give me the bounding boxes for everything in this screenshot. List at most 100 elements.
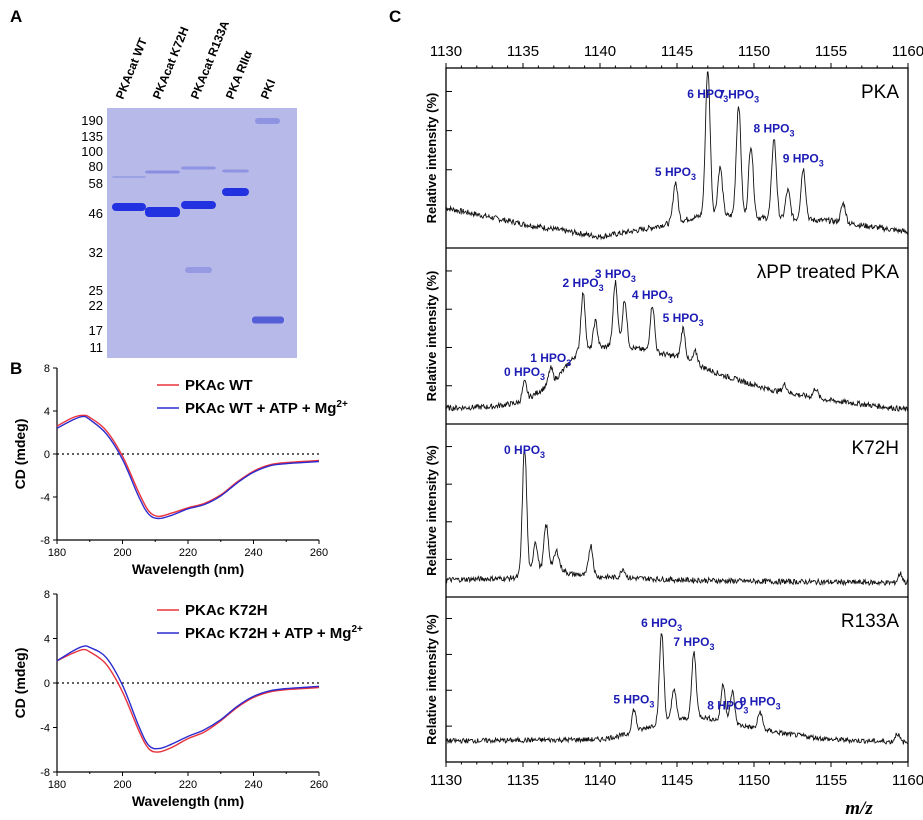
- ms-trace: [446, 634, 908, 745]
- gel-mw-label: 80: [89, 159, 103, 174]
- y-axis-title: Relative intensity (%): [424, 445, 439, 576]
- y-tick-label: -4: [40, 723, 50, 735]
- cd-series-line: [57, 646, 319, 749]
- x-tick-label-bottom: 1135: [507, 772, 539, 789]
- text-run: 1: [530, 351, 540, 365]
- legend-label: PKAc K72H: [185, 602, 268, 619]
- text-run: 8: [707, 699, 717, 713]
- x-tick-label-bottom: 1145: [661, 772, 693, 789]
- y-tick-label: 4: [44, 406, 50, 418]
- gel-mw-label: 32: [89, 245, 103, 260]
- text-run: HPO: [750, 695, 776, 709]
- peak-label: 0 HPO3: [504, 443, 545, 460]
- text-run: 0: [504, 443, 514, 457]
- x-tick-label-top: 1140: [584, 43, 616, 60]
- gel-lane-label: PKAcat WT: [113, 35, 150, 101]
- spectrum-name: λPP treated PKA: [757, 262, 900, 283]
- subscript: 3: [540, 372, 545, 382]
- gel-band: [181, 201, 216, 209]
- x-tick-label-top: 1135: [507, 43, 539, 60]
- spectrum-name: PKA: [861, 82, 899, 103]
- subscript: 3: [631, 274, 636, 284]
- superscript: 2+: [336, 399, 348, 410]
- x-tick-label: 220: [179, 779, 197, 791]
- legend-label: PKAc WT + ATP + Mg2+: [185, 399, 348, 417]
- gel-mw-label: 46: [89, 206, 103, 221]
- gel-mw-label: 11: [90, 340, 104, 355]
- gel-mw-label: 58: [89, 176, 103, 191]
- legend-label: PKAc K72H + ATP + Mg2+: [185, 624, 363, 642]
- gel-mw-label: 135: [81, 129, 103, 144]
- x-tick-label-top: 1155: [815, 43, 847, 60]
- subscript: 3: [540, 450, 545, 460]
- y-tick-label: 0: [44, 449, 50, 461]
- cd-series-line: [57, 416, 319, 518]
- x-tick-label: 260: [310, 779, 328, 791]
- x-tick-label: 200: [113, 779, 131, 791]
- gel-band-faint: [185, 267, 212, 273]
- subscript: 3: [754, 95, 759, 105]
- x-tick-label-bottom: 1150: [738, 772, 770, 789]
- text-run: HPO: [605, 267, 631, 281]
- x-tick-label-bottom: 1130: [430, 772, 462, 789]
- peak-label: 4 HPO3: [632, 288, 673, 305]
- text-run: 5: [663, 311, 673, 325]
- spectrum-name: R133A: [841, 611, 899, 632]
- text-run: Mg: [315, 400, 337, 417]
- subscript: 3: [776, 702, 781, 712]
- text-run: 7: [673, 635, 683, 649]
- text-run: HPO: [642, 288, 668, 302]
- x-tick-label: 180: [48, 547, 66, 559]
- x-tick-label: 240: [244, 547, 262, 559]
- y-tick-label: 8: [44, 589, 50, 601]
- text-run: PKAc WT + ATP +: [185, 400, 315, 417]
- cd-chart-k72h: 840-4-8180 200 220 240 260CD (mdeg)Wavelengt…: [12, 589, 363, 809]
- peak-label: 5 HPO3: [663, 311, 704, 328]
- ms-spectra: 1130 1130 1135 1135 1140 1140 1145 1145 1150 1150…: [424, 43, 923, 819]
- y-tick-label: -8: [40, 535, 50, 547]
- gel-band-faint: [145, 171, 180, 174]
- peak-label: 5 HPO3: [655, 165, 696, 182]
- subscript: 3: [699, 318, 704, 328]
- text-run: 6: [641, 616, 651, 630]
- text-run: 4: [632, 288, 642, 302]
- text-run: HPO: [683, 635, 709, 649]
- text-run: HPO: [514, 365, 540, 379]
- gel-band-faint: [181, 167, 216, 170]
- gel-lane-label: PKI: [258, 77, 278, 101]
- text-run: 8: [753, 121, 763, 135]
- gel-lane-label: PKAcat K72H: [150, 25, 192, 101]
- ms-trace: [446, 280, 908, 411]
- y-axis-title: CD (mdeg): [12, 648, 28, 719]
- text-run: 0: [504, 365, 514, 379]
- peak-label: 5 HPO3: [613, 692, 654, 709]
- text-run: PKAc K72H: [185, 602, 268, 619]
- gel-mw-label: 100: [81, 144, 103, 159]
- x-tick-label-top: 1130: [430, 43, 462, 60]
- superscript: 2+: [351, 624, 363, 635]
- gel-mw-label: 25: [89, 283, 103, 298]
- text-run: PKAc WT: [185, 377, 253, 394]
- gel-band-faint: [255, 118, 280, 124]
- y-tick-label: 0: [44, 678, 50, 690]
- text-run: HPO: [728, 88, 754, 102]
- gel-mw-label: 190: [81, 113, 103, 128]
- peak-label: 7 HPO3: [673, 635, 714, 652]
- subscript: 3: [677, 623, 682, 633]
- y-axis-title: Relative intensity (%): [424, 93, 439, 224]
- text-run: HPO: [623, 692, 649, 706]
- subscript: 3: [668, 295, 673, 305]
- x-tick-label: 260: [310, 547, 328, 559]
- peak-label: 0 HPO3: [504, 365, 545, 382]
- y-axis-title: CD (mdeg): [12, 419, 28, 490]
- ms-trace: [446, 449, 908, 585]
- y-axis-title: Relative intensity (%): [424, 614, 439, 745]
- text-run: HPO: [764, 121, 790, 135]
- x-axis-title: m/z: [845, 798, 873, 819]
- text-run: HPO: [514, 443, 540, 457]
- panel-b-label: B: [10, 359, 22, 378]
- text-run: 7: [718, 88, 728, 102]
- text-run: PKAc K72H + ATP +: [185, 625, 330, 642]
